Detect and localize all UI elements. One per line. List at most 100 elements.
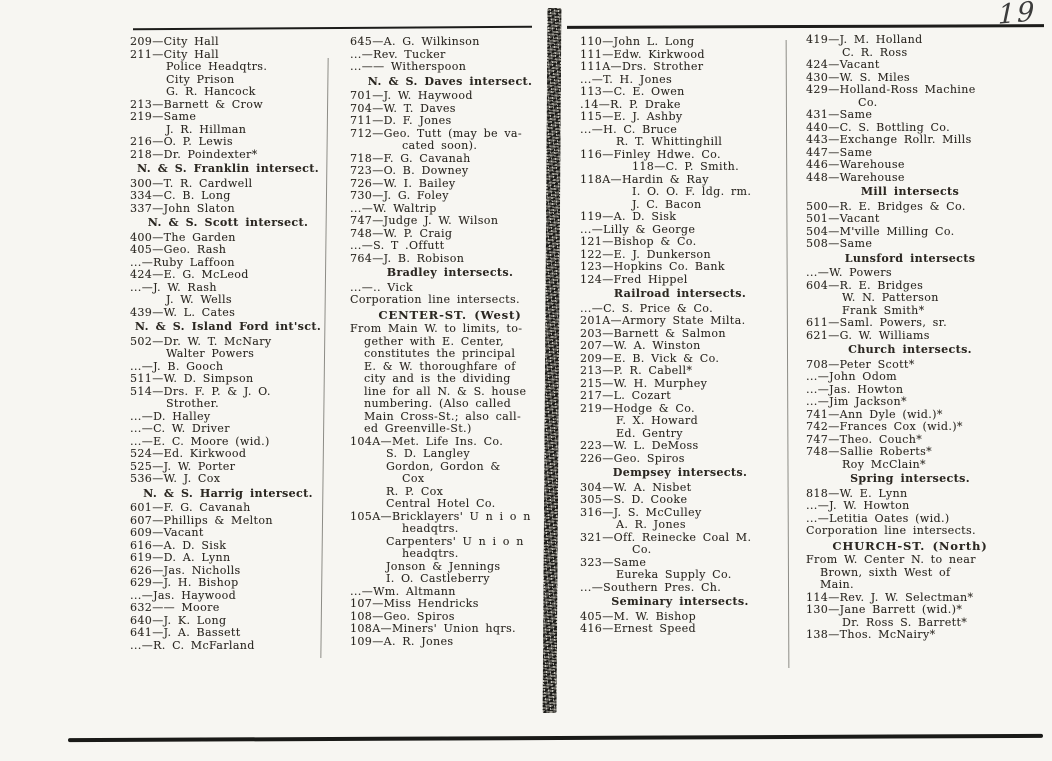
directory-line: 405—Geo. Rash — [130, 243, 227, 256]
directory-line: 108A—Miners' Union hqrs. — [350, 622, 516, 635]
directory-line: Co. — [632, 543, 652, 556]
directory-line: ...—C. S. Price & Co. — [580, 301, 714, 315]
top-rule-right-page — [566, 24, 1045, 29]
directory-line: 217—L. Cozart — [580, 389, 672, 402]
directory-line: 123—Hopkins Co. Bank — [580, 260, 725, 273]
directory-line: Co. — [858, 95, 878, 109]
directory-line: 116—Finley Hdwe. Co. — [580, 147, 721, 161]
directory-line: 115—E. J. Ashby — [580, 110, 683, 123]
directory-line: From W. Center N. to near — [806, 553, 976, 566]
directory-line: ...—H. C. Bruce — [580, 122, 678, 136]
directory-line: ...—Rev. Tucker — [350, 47, 446, 61]
directory-line: cated soon). — [402, 139, 478, 152]
directory-line: 105A—Bricklayers' U n i o n — [350, 509, 531, 523]
directory-line: S. D. Langley — [386, 447, 470, 460]
directory-line: F. X. Howard — [616, 414, 699, 427]
directory-line: 621—G. W. Williams — [806, 328, 930, 342]
directory-line: Lunsford intersects — [844, 251, 976, 265]
directory-line: A. R. Jones — [616, 518, 686, 531]
directory-line: 640—J. K. Long — [130, 613, 227, 627]
directory-line: gether with E. Center, — [364, 334, 505, 348]
directory-line: 431—Same — [806, 108, 873, 121]
directory-line: 645—A. G. Wilkinson — [350, 35, 480, 48]
directory-line: 207—W. A. Winston — [580, 339, 701, 352]
directory-line: ...—W. Powers — [806, 266, 892, 279]
directory-line: Church intersects. — [848, 343, 972, 356]
directory-line: ed Greenville-St.) — [364, 422, 472, 435]
directory-line: .14—R. P. Drake — [580, 97, 681, 111]
directory-line: N. & S. Island Ford int'sct. — [134, 320, 322, 333]
directory-line: 502—Dr. W. T. McNary — [130, 334, 272, 348]
directory-line: Jonson & Jennings — [386, 559, 501, 573]
directory-line: 524—Ed. Kirkwood — [130, 447, 247, 460]
directory-line: 119—A. D. Sisk — [580, 210, 677, 223]
directory-line: Railroad intersects. — [613, 287, 747, 300]
directory-line: 447—Same — [806, 145, 873, 159]
directory-line: 440—C. S. Bottling Co. — [806, 120, 950, 134]
directory-line: 626—Jas. Nicholls — [130, 563, 241, 577]
directory-line: 203—Barnett & Salmon — [580, 326, 726, 340]
directory-line: 629—J. H. Bishop — [130, 576, 239, 589]
directory-line: G. R. Hancock — [166, 85, 256, 98]
directory-line: 211—City Hall — [130, 47, 219, 61]
directory-line: ...—W. Waltrip — [350, 201, 437, 215]
directory-line: 712—Geo. Tutt (may be va- — [350, 126, 523, 140]
directory-line: 741—Ann Dyle (wid.)* — [806, 407, 943, 421]
directory-line: 323—Same — [580, 555, 647, 569]
directory-line: 748—W. P. Craig — [350, 226, 453, 240]
bottom-rule — [67, 733, 1044, 743]
directory-line: 504—M'ville Milling Co. — [806, 224, 955, 238]
directory-line: 604—R. E. Bridges — [806, 278, 924, 292]
directory-line: 121—Bishop & Co. — [580, 235, 697, 248]
directory-line: ...—Wm. Altmann — [350, 584, 456, 598]
directory-line: 201A—Armory State Milta. — [580, 314, 746, 327]
directory-line: 316—J. S. McCulley — [580, 505, 702, 519]
directory-line: numbering. (Also called — [364, 397, 512, 410]
directory-line: 448—Warehouse — [806, 170, 905, 184]
directory-line: Dempsey intersects. — [612, 466, 748, 479]
directory-line: 730—J. G. Foley — [350, 189, 449, 202]
directory-line: Police Headqtrs. — [166, 60, 268, 73]
directory-line: 424—E. G. McLeod — [130, 268, 249, 281]
directory-line: Carpenters' U n i o n — [386, 534, 524, 548]
directory-line: 641—J. A. Bassett — [130, 626, 241, 639]
directory-line: 400—The Garden — [130, 230, 236, 244]
directory-line: ...—J. W. Howton — [806, 499, 910, 512]
directory-line: Main. — [820, 578, 854, 591]
directory-line: 511—W. D. Simpson — [130, 372, 254, 385]
directory-line: line for all N. & S. house — [364, 384, 527, 398]
directory-line: Roy McClain* — [842, 457, 926, 471]
directory-line: ...—J. W. Rash — [130, 280, 217, 294]
directory-line: 609—Vacant — [130, 526, 204, 539]
directory-line: 536—W. J. Cox — [130, 472, 221, 485]
column-divider-right-page — [785, 40, 790, 668]
directory-line: Cox — [402, 472, 425, 485]
directory-line: city and is the dividing — [364, 372, 511, 385]
directory-line: Corporation line intersects. — [350, 293, 520, 306]
directory-line: 439—W. L. Cates — [130, 305, 236, 319]
directory-line: 124—Fred Hippel — [580, 272, 688, 286]
directory-line: ...—Jas. Howton — [806, 382, 904, 396]
directory-line: Seminary intersects. — [611, 595, 749, 608]
directory-line: 726—W. I. Bailey — [350, 176, 456, 190]
directory-line: 209—E. B. Vick & Co. — [580, 351, 720, 365]
directory-line: headqtrs. — [402, 547, 459, 560]
directory-line: R. P. Cox — [386, 484, 444, 498]
directory-line: ...—E. C. Moore (wid.) — [130, 434, 270, 448]
directory-line: 215—W. H. Murphey — [580, 376, 708, 390]
directory-line: ...—J. B. Gooch — [130, 359, 224, 373]
directory-line: Main Cross-St.; also call- — [364, 409, 522, 423]
directory-line: 711—D. F. Jones — [350, 114, 452, 127]
directory-line: 111A—Drs. Strother — [580, 60, 704, 73]
directory-line: 607—Phillips & Melton — [130, 513, 273, 527]
directory-line: constitutes the principal — [364, 347, 516, 360]
directory-line: N. & S. Franklin intersect. — [137, 162, 319, 175]
directory-line: 508—Same — [806, 237, 873, 250]
page-number-handwritten: 19 — [997, 0, 1037, 31]
directory-line: 446—Warehouse — [806, 158, 905, 171]
directory-line: 108—Geo. Spiros — [350, 609, 455, 623]
directory-line: 632—— Moore — [130, 601, 220, 614]
directory-line: 110—John L. Long — [580, 35, 695, 48]
directory-column-2: 645—A. G. Wilkinson ...—Rev. Tucker ...—— … — [350, 35, 550, 648]
directory-line: 430—W. S. Miles — [806, 70, 910, 84]
